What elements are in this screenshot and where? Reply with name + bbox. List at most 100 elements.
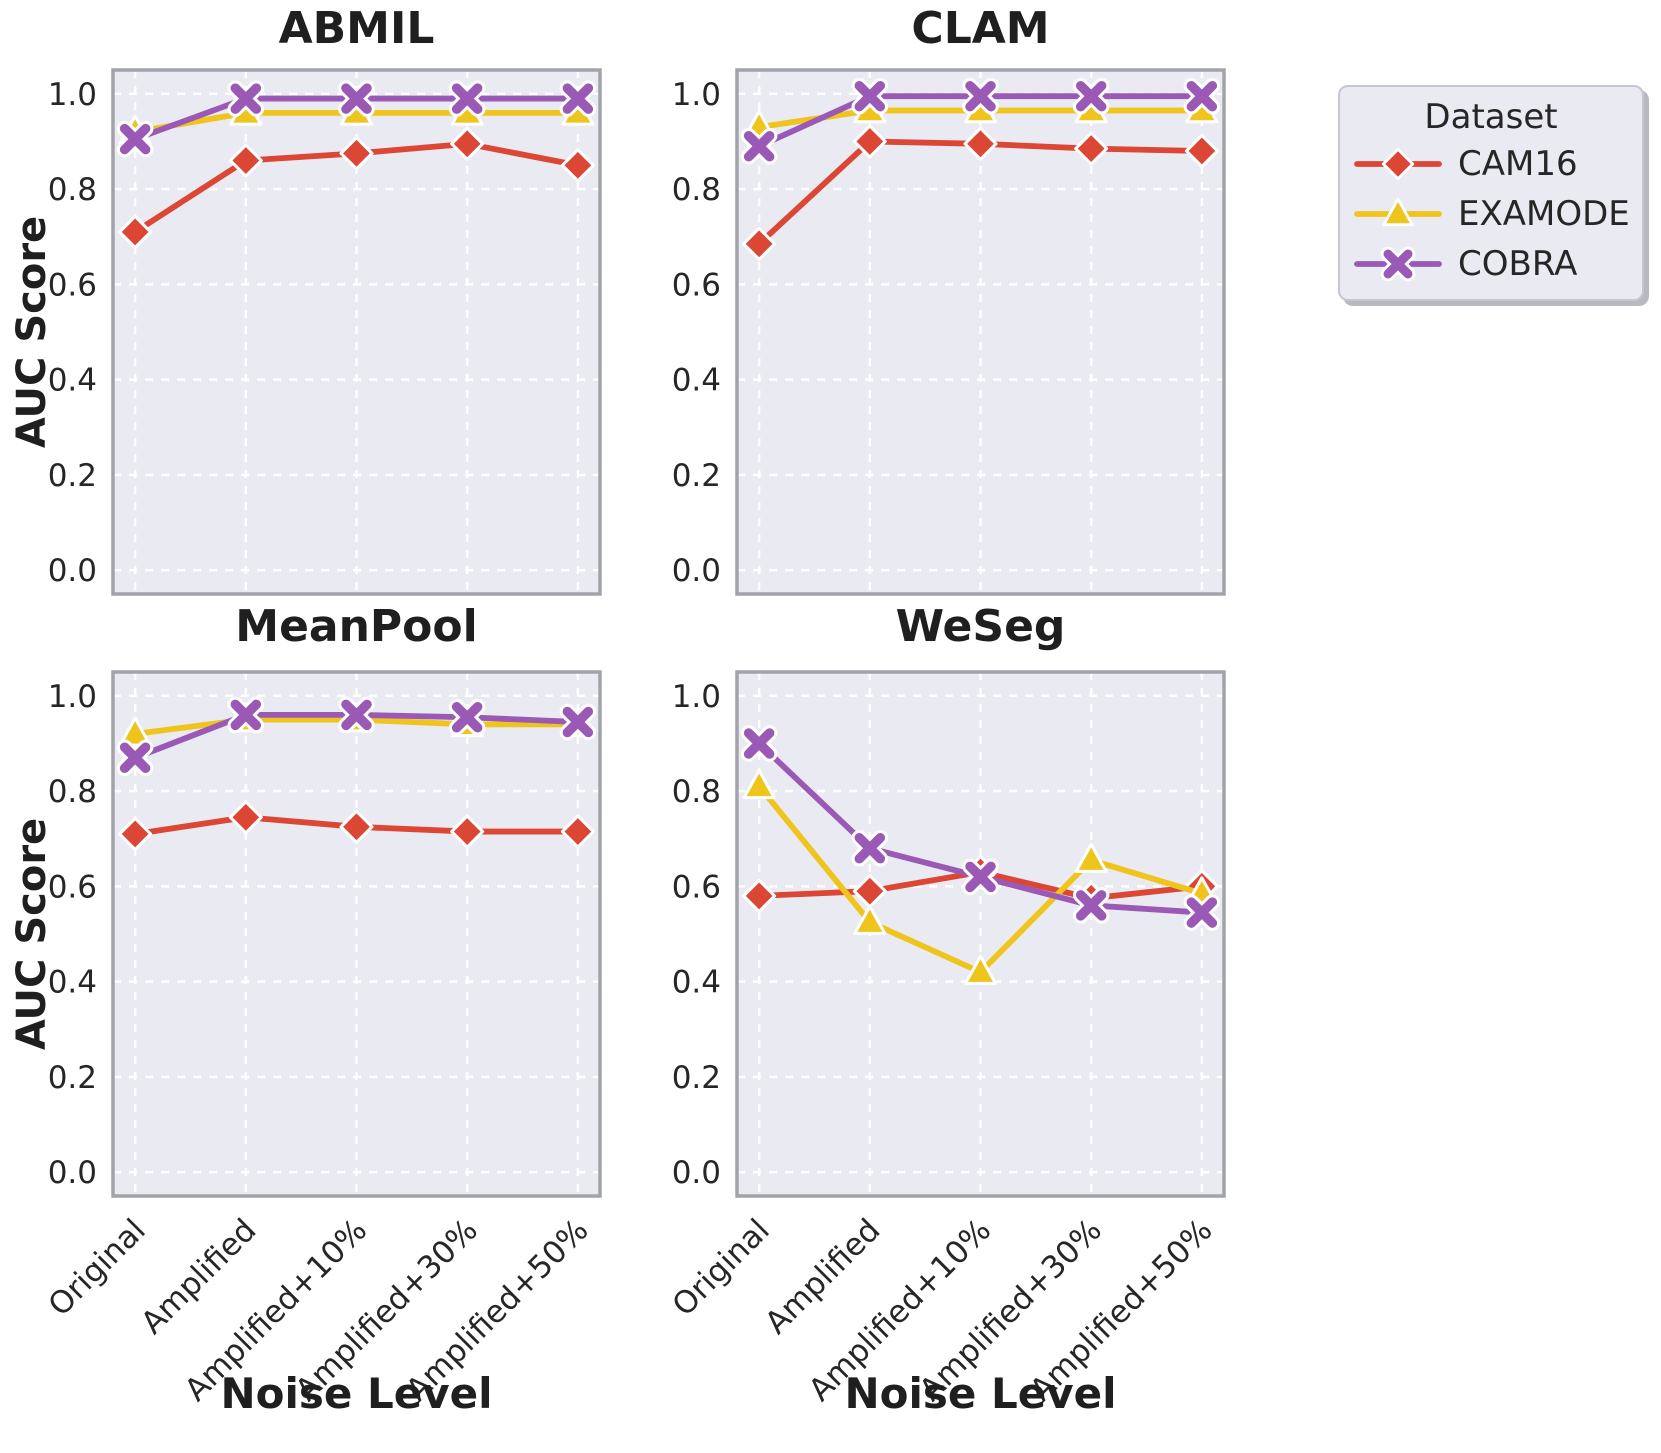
marker-x: [854, 80, 886, 112]
marker-x: [1075, 80, 1107, 112]
marker-diamond: [228, 800, 263, 835]
legend-entries: CAM16 EXAMODE COBRA: [1340, 139, 1642, 289]
y-tick-label: 1.0: [672, 679, 721, 715]
y-tick-label: 0.0: [48, 553, 97, 589]
y-tick-label: 0.8: [672, 774, 721, 810]
chart-title-abmil: ABMIL: [278, 3, 435, 54]
marker-triangle: [964, 954, 997, 985]
y-tick-label: 0.2: [48, 1060, 97, 1096]
marker-diamond: [228, 143, 263, 178]
series-cam16: [118, 800, 595, 851]
y-tick-label: 0.4: [48, 965, 97, 1001]
chart-title-meanpool: MeanPool: [235, 601, 478, 652]
marker-x: [341, 699, 372, 731]
y-axis-label-top: AUC Score: [9, 215, 55, 449]
marker-triangle: [742, 769, 776, 800]
marker-diamond: [339, 809, 374, 844]
marker-x: [119, 123, 151, 155]
series-cobra: [116, 80, 597, 158]
triangle-legend-icon: [1354, 197, 1442, 227]
y-tick-label: 0.0: [672, 1155, 721, 1191]
y-tick-label: 1.0: [48, 77, 97, 113]
plot-frame: [111, 670, 602, 1198]
marker-x: [119, 742, 151, 773]
x-tick-label: Original: [42, 1212, 153, 1323]
series-cobra: [116, 696, 597, 776]
marker-x: [1383, 249, 1413, 279]
marker-diamond: [118, 214, 153, 249]
marker-diamond: [1074, 131, 1109, 166]
x-axis-label-right: Noise Level: [844, 1369, 1117, 1418]
marker-x: [451, 83, 483, 114]
y-tick-label: 0.4: [48, 363, 97, 399]
marker-triangle: [853, 904, 887, 935]
marker-x: [743, 130, 775, 162]
y-tick-labels: 0.0 0.2 0.4 0.6 0.8 1.0: [672, 679, 721, 1191]
chart-title-clam: CLAM: [911, 3, 1050, 54]
legend-label: EXAMODE: [1458, 194, 1630, 234]
chart-title-weseg: WeSeg: [895, 601, 1066, 652]
y-axis-label-bottom: AUC Score: [9, 817, 55, 1051]
y-tick-labels: 0.0 0.2 0.4 0.6 0.8 1.0: [48, 679, 97, 1191]
plot-frame: [735, 68, 1226, 596]
y-tick-label: 0.6: [48, 267, 97, 303]
legend-entry-cobra: COBRA: [1340, 239, 1642, 289]
legend-label: CAM16: [1458, 144, 1578, 184]
marker-x: [562, 83, 594, 114]
marker-x: [451, 702, 483, 733]
y-tick-label: 0.6: [672, 267, 721, 303]
marker-x: [230, 699, 262, 731]
marker-x: [562, 706, 594, 738]
y-tick-labels: 0.0 0.2 0.4 0.6 0.8 1.0: [672, 77, 721, 589]
marker-diamond: [1184, 133, 1219, 168]
y-tick-label: 0.2: [48, 458, 97, 494]
legend-entry-cam16: CAM16: [1340, 139, 1642, 189]
marker-diamond: [560, 814, 595, 849]
y-tick-label: 1.0: [48, 679, 97, 715]
diamond-legend-icon: [1354, 147, 1442, 181]
plot-frame: [111, 68, 602, 596]
y-tick-label: 0.4: [672, 363, 721, 399]
legend-title: Dataset: [1424, 97, 1558, 137]
legend: Dataset CAM16 EXAMODE COBRA: [1338, 85, 1644, 301]
marker-diamond: [339, 136, 374, 171]
series-cam16: [118, 126, 595, 249]
marker-x: [1186, 80, 1218, 112]
panel-clam: 0.0 0.2 0.4 0.6 0.8 1.0: [672, 68, 1226, 596]
y-tick-label: 0.0: [48, 1155, 97, 1191]
series-cobra: [740, 77, 1221, 165]
marker-x: [965, 861, 996, 893]
y-tick-label: 0.8: [48, 172, 97, 208]
marker-x: [965, 80, 996, 112]
marker-diamond: [963, 126, 998, 161]
y-tick-labels: 0.0 0.2 0.4 0.6 0.8 1.0: [48, 77, 97, 589]
marker-x: [230, 83, 262, 114]
marker-x: [743, 728, 775, 759]
marker-diamond: [560, 148, 595, 183]
y-tick-label: 1.0: [672, 77, 721, 113]
marker-diamond: [742, 878, 777, 913]
x-tick-label: Original: [666, 1212, 777, 1323]
y-tick-label: 0.4: [672, 965, 721, 1001]
marker-diamond: [450, 126, 485, 161]
series-cobra: [740, 725, 1221, 931]
y-tick-label: 0.2: [672, 1060, 721, 1096]
y-tick-label: 0.8: [672, 172, 721, 208]
y-tick-label: 0.2: [672, 458, 721, 494]
series-examode: [742, 769, 1219, 985]
marker-x: [854, 833, 886, 864]
x-legend-icon: [1354, 246, 1442, 282]
panel-abmil: 0.0 0.2 0.4 0.6 0.8 1.0: [48, 68, 602, 596]
marker-diamond: [742, 226, 777, 261]
y-tick-label: 0.8: [48, 774, 97, 810]
y-tick-label: 0.0: [672, 553, 721, 589]
panel-meanpool: 0.00.20.40.60.81.0OriginalAmplifiedAmpli…: [42, 670, 602, 1408]
legend-label: COBRA: [1458, 244, 1578, 284]
legend-entry-examode: EXAMODE: [1340, 189, 1642, 239]
y-tick-label: 0.6: [672, 869, 721, 905]
marker-x: [1075, 890, 1107, 921]
marker-x: [1186, 897, 1218, 928]
marker-triangle: [118, 716, 152, 747]
